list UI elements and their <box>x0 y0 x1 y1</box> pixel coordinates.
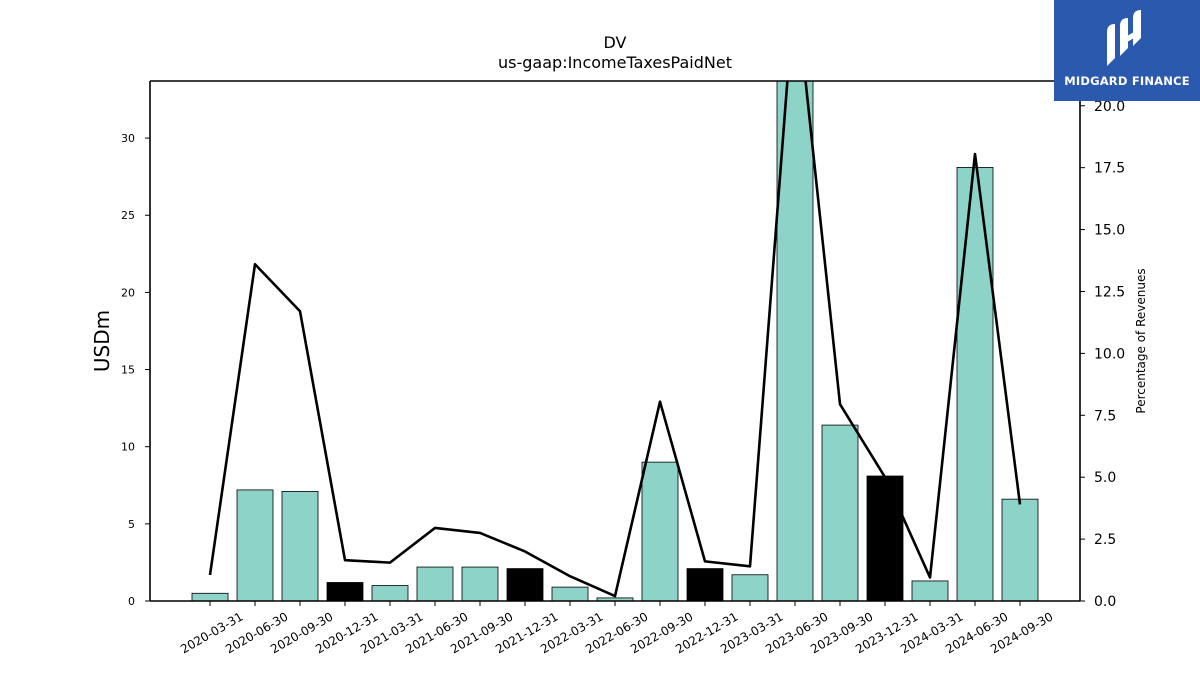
midgard-logo-icon <box>1107 10 1141 66</box>
bar-2020-03-31 <box>191 592 229 602</box>
bar-2024-03-31 <box>911 580 949 602</box>
bar-2023-12-31 <box>866 475 904 602</box>
y2-axis-label: Percentage of Revenues <box>1134 268 1148 413</box>
bar-2021-03-31 <box>371 585 409 602</box>
bar-2023-03-31 <box>731 574 769 602</box>
y-axis-label: USDm <box>90 310 114 372</box>
brand-logo: MIDGARD FINANCE <box>1054 0 1200 101</box>
bar-2020-06-30 <box>236 489 274 602</box>
bar-2021-12-31 <box>506 568 544 602</box>
bar-2024-09-30 <box>1001 498 1039 602</box>
y2-tick-label: 5.0 <box>1094 470 1116 486</box>
bar-2024-06-30 <box>956 167 994 602</box>
y-tick-label: 10 <box>121 441 135 454</box>
bar-2023-06-30 <box>776 80 814 602</box>
bar-2020-09-30 <box>281 491 319 602</box>
y-tick-label: 30 <box>121 132 135 145</box>
chart-subtitle: us-gaap:IncomeTaxesPaidNet <box>498 53 732 72</box>
bar-2021-09-30 <box>461 566 499 602</box>
y-tick-label: 20 <box>121 286 135 299</box>
bar-2023-09-30 <box>821 424 859 602</box>
y2-tick-label: 7.5 <box>1094 408 1116 424</box>
brand-name: MIDGARD FINANCE <box>1064 74 1190 88</box>
bar-2022-03-31 <box>551 586 589 602</box>
y-tick-label: 15 <box>121 364 135 377</box>
bar-2022-09-30 <box>641 461 679 602</box>
y2-tick-label: 20.0 <box>1094 99 1125 115</box>
y2-tick-label: 10.0 <box>1094 346 1125 362</box>
bar-2021-06-30 <box>416 566 454 602</box>
y2-tick-label: 0.0 <box>1094 594 1116 610</box>
y-tick-label: 5 <box>128 518 135 531</box>
y2-tick-label: 2.5 <box>1094 532 1116 548</box>
bar-2022-12-31 <box>686 568 724 602</box>
y2-tick-label: 12.5 <box>1094 284 1125 300</box>
y-tick-label: 25 <box>121 209 135 222</box>
bar-2020-12-31 <box>326 582 364 602</box>
y-tick-label: 0 <box>128 595 135 608</box>
y2-tick-label: 15.0 <box>1094 223 1125 239</box>
percent-of-revenues-line <box>208 81 1022 598</box>
chart-title: DV <box>604 33 627 52</box>
y2-tick-label: 17.5 <box>1094 161 1125 177</box>
